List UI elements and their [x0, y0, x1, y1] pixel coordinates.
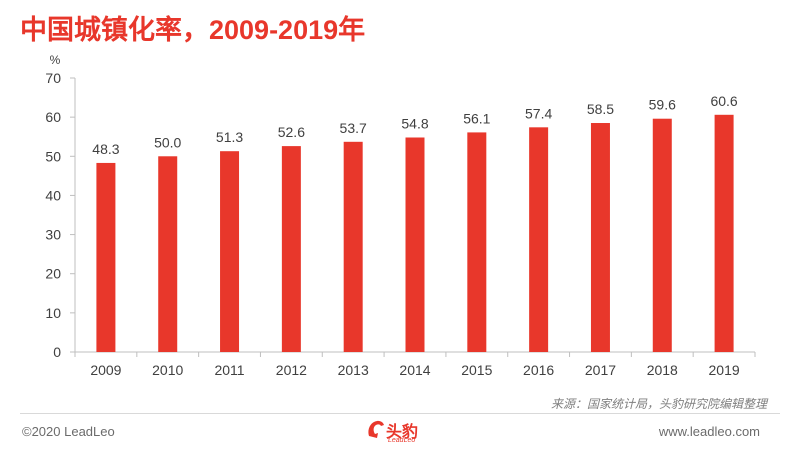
bar: [467, 132, 487, 352]
leadleo-logo: 头豹 LeadLeo: [366, 416, 436, 446]
bar: [158, 156, 178, 352]
bar: [281, 146, 301, 352]
x-tick-label: 2013: [338, 362, 369, 378]
data-label: 58.5: [587, 101, 614, 117]
y-tick-label: 30: [45, 227, 61, 243]
footer-divider: [20, 413, 780, 414]
logo-chinese-text: 头豹: [386, 424, 419, 441]
data-label: 50.0: [154, 134, 181, 150]
data-label: 48.3: [92, 141, 119, 157]
bar-chart: 0 10 20 30 40 50 60 70% 48.3 2009 50.0 2010 51.3 2011…: [45, 53, 756, 378]
x-tick-label: 2011: [214, 362, 244, 378]
data-label: 54.8: [401, 115, 428, 131]
bar: [405, 137, 425, 352]
y-tick-label: 60: [45, 109, 61, 125]
x-tick-label: 2009: [90, 362, 121, 378]
x-tick-label: 2010: [152, 362, 183, 378]
y-tick-label: 10: [45, 305, 61, 321]
leopard-icon: [368, 420, 384, 438]
y-tick-label: 20: [45, 266, 61, 282]
data-label: 59.6: [649, 97, 676, 113]
y-tick-label: 40: [45, 187, 61, 203]
x-tick-label: 2018: [647, 362, 678, 378]
y-tick-label: 0: [53, 344, 61, 360]
y-tick-label: 50: [45, 148, 61, 164]
bar: [714, 114, 734, 353]
bar: [343, 141, 363, 352]
x-tick-label: 2016: [523, 362, 554, 378]
x-tick-label: 2017: [585, 362, 616, 378]
bar: [590, 123, 610, 352]
copyright-text: ©2020 LeadLeo: [22, 424, 115, 439]
y-tick-label: 70: [45, 70, 61, 86]
data-label: 57.4: [525, 105, 552, 121]
data-label: 56.1: [463, 110, 490, 126]
x-tick-label: 2015: [461, 362, 492, 378]
logo-english-text: LeadLeo: [388, 437, 416, 444]
y-axis-unit: %: [50, 53, 61, 67]
website-url[interactable]: www.leadleo.com: [658, 424, 760, 439]
data-label: 60.6: [710, 93, 737, 109]
data-label: 53.7: [340, 120, 367, 136]
bar: [529, 127, 549, 352]
source-note: 来源：国家统计局，头豹研究院编辑整理: [550, 397, 767, 411]
bar: [96, 162, 116, 352]
page-title: 中国城镇化率，2009-2019年: [20, 15, 366, 45]
x-tick-label: 2014: [399, 362, 430, 378]
data-label: 51.3: [216, 129, 243, 145]
x-tick-label: 2019: [709, 362, 740, 378]
x-tick-label: 2012: [276, 362, 307, 378]
data-label: 52.6: [278, 124, 305, 140]
bar: [652, 118, 672, 352]
bar: [220, 151, 240, 352]
